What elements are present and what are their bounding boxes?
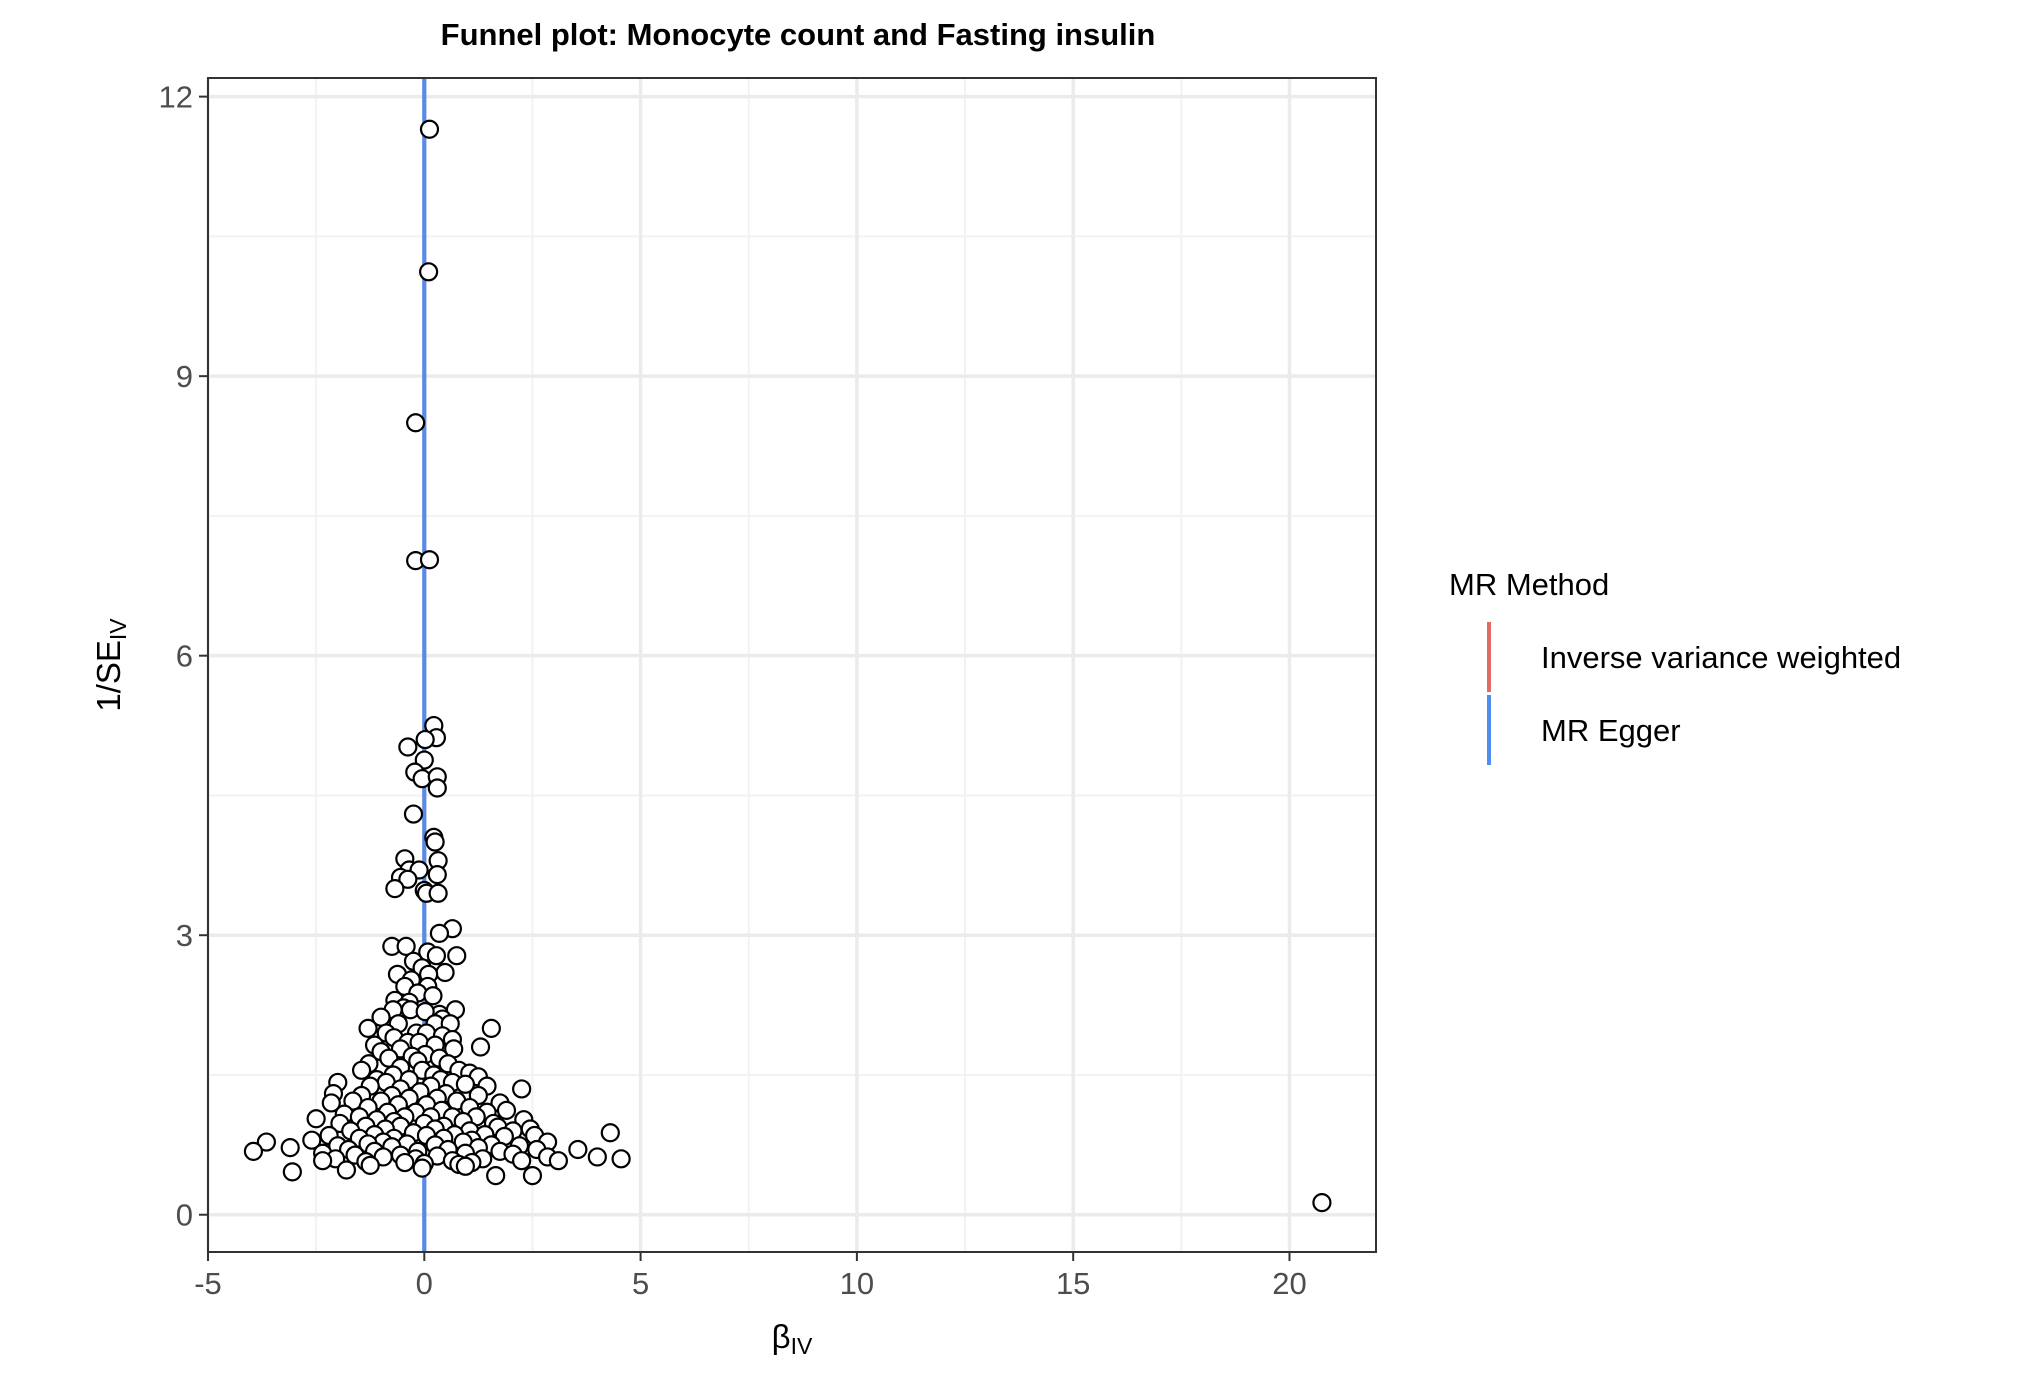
- data-point: [486, 1165, 506, 1186]
- data-point: [360, 1155, 380, 1175]
- data-point: [419, 262, 439, 282]
- data-point: [611, 1149, 631, 1169]
- legend-label-ivw: Inverse variance weighted: [1541, 640, 1901, 675]
- chart-title: Funnel plot: Monocyte count and Fasting …: [441, 17, 1156, 52]
- data-point: [435, 962, 455, 983]
- data-point: [496, 1100, 517, 1120]
- data-point: [428, 883, 448, 903]
- data-point: [427, 778, 447, 798]
- x-tick-label: 5: [632, 1266, 649, 1301]
- data-point: [600, 1123, 620, 1143]
- x-tick-label: 10: [840, 1266, 874, 1301]
- x-axis-ticks: -5 0 5 10 15 20: [194, 1252, 1307, 1301]
- data-point: [587, 1147, 607, 1167]
- data-point: [429, 923, 450, 943]
- y-tick-label: 0: [176, 1198, 193, 1233]
- data-point: [336, 1160, 357, 1180]
- data-point: [425, 832, 445, 852]
- data-point: [455, 1074, 475, 1094]
- data-point: [522, 1165, 543, 1186]
- data-point: [256, 1132, 276, 1152]
- y-tick-label: 12: [159, 80, 193, 115]
- data-point: [447, 946, 467, 966]
- x-tick-label: -5: [194, 1266, 222, 1301]
- data-point: [427, 865, 447, 885]
- data-point: [306, 1109, 326, 1129]
- data-point: [548, 1151, 569, 1171]
- data-point: [406, 413, 426, 433]
- legend-label-mr-egger: MR Egger: [1541, 713, 1681, 748]
- x-axis-label-main: β: [772, 1318, 791, 1355]
- legend: MR Method Inverse variance weighted MR Eg…: [1449, 567, 1901, 765]
- x-axis-label-sub: IV: [791, 1333, 813, 1359]
- data-point: [419, 550, 440, 570]
- y-axis-label-main: 1/SE: [90, 640, 127, 712]
- data-point: [280, 1138, 300, 1158]
- data-point: [396, 936, 416, 956]
- data-point: [481, 1018, 501, 1038]
- x-axis-label: βIV: [772, 1318, 813, 1359]
- x-tick-label: 0: [416, 1266, 433, 1301]
- y-axis-label-sub: IV: [105, 618, 131, 640]
- x-tick-label: 20: [1272, 1266, 1306, 1301]
- x-tick-label: 15: [1056, 1266, 1090, 1301]
- data-point: [313, 1151, 333, 1171]
- data-point: [282, 1162, 302, 1182]
- data-point: [243, 1141, 264, 1161]
- data-point: [385, 879, 405, 899]
- y-axis-ticks: 0 3 6 9 12: [159, 80, 208, 1233]
- data-point: [1312, 1193, 1332, 1213]
- data-point: [455, 1156, 475, 1176]
- y-tick-label: 9: [176, 359, 193, 394]
- data-point: [358, 1018, 378, 1038]
- data-point: [423, 986, 443, 1006]
- legend-entries: Inverse variance weighted MR Egger: [1487, 622, 1901, 765]
- data-point: [321, 1093, 341, 1113]
- data-point: [419, 119, 440, 139]
- data-point: [426, 946, 447, 966]
- data-point: [415, 1002, 435, 1022]
- legend-title: MR Method: [1449, 567, 1609, 602]
- data-point: [351, 1060, 372, 1080]
- data-point: [302, 1130, 322, 1150]
- data-point: [470, 1037, 491, 1057]
- y-tick-label: 3: [176, 918, 193, 953]
- data-point: [512, 1151, 532, 1171]
- data-point: [398, 737, 418, 757]
- plot-border: [207, 77, 1377, 1253]
- y-tick-label: 6: [176, 639, 193, 674]
- y-axis-label: 1/SEIV: [90, 618, 131, 712]
- data-point: [412, 1158, 432, 1178]
- data-point: [415, 729, 435, 750]
- data-points: [243, 119, 1332, 1213]
- data-point: [568, 1139, 588, 1160]
- data-point: [398, 869, 418, 889]
- data-point: [403, 804, 424, 824]
- data-point: [395, 1152, 415, 1173]
- data-point: [512, 1079, 532, 1099]
